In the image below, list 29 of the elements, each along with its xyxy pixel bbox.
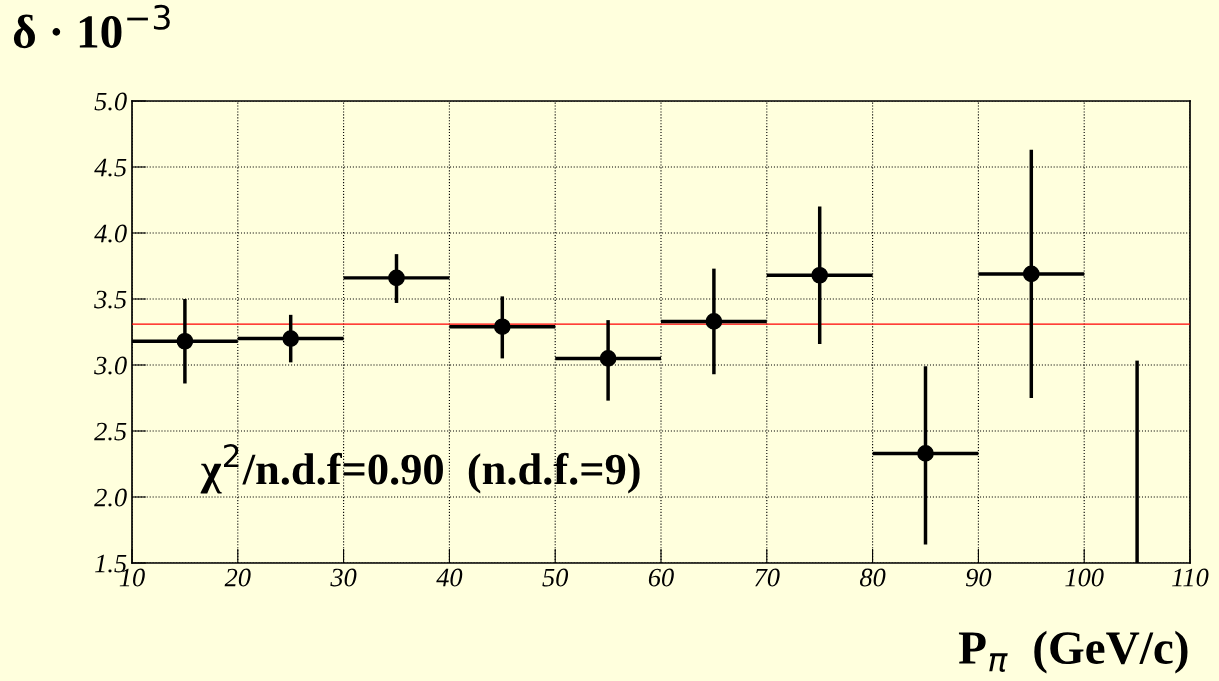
point bbox=[599, 350, 617, 367]
y-tick-label: 3.0 bbox=[94, 356, 127, 375]
x-tick-label: 50 bbox=[542, 568, 569, 587]
y-tick-label: 4.5 bbox=[94, 158, 127, 177]
y-tick-label: 2.5 bbox=[94, 422, 127, 441]
point bbox=[282, 330, 300, 347]
x-tick-label: 100 bbox=[1065, 568, 1104, 587]
x-tick-label: 60 bbox=[648, 568, 674, 587]
y-tick-label: 2.0 bbox=[94, 488, 127, 507]
x-axis-title: P$_{π}$ (GeV/c) bbox=[958, 630, 1188, 674]
y-tick-label: 4.0 bbox=[94, 224, 127, 243]
point bbox=[811, 266, 829, 284]
point bbox=[493, 318, 511, 336]
y-tick-label: 3.5 bbox=[94, 290, 127, 309]
x-tick-label: 20 bbox=[224, 568, 251, 587]
x-tick-label: 110 bbox=[1172, 568, 1209, 587]
x-tick-label: 40 bbox=[436, 568, 463, 587]
point bbox=[705, 313, 723, 330]
point bbox=[388, 269, 405, 287]
x-tick-label: 80 bbox=[859, 568, 886, 587]
point bbox=[917, 445, 934, 462]
point bbox=[1022, 265, 1040, 283]
y-tick-label: 5.0 bbox=[94, 92, 127, 111]
point bbox=[176, 332, 194, 350]
x-tick-label: 90 bbox=[965, 568, 992, 587]
y-axis-title: δ · 10$^{−3}$ bbox=[13, 4, 170, 49]
x-tick-label: 70 bbox=[755, 568, 780, 587]
annotation: χ$^{2}$/n.d.f=0.90 (n.d.f.=9) bbox=[200, 444, 640, 494]
x-tick-label: 30 bbox=[330, 568, 357, 587]
